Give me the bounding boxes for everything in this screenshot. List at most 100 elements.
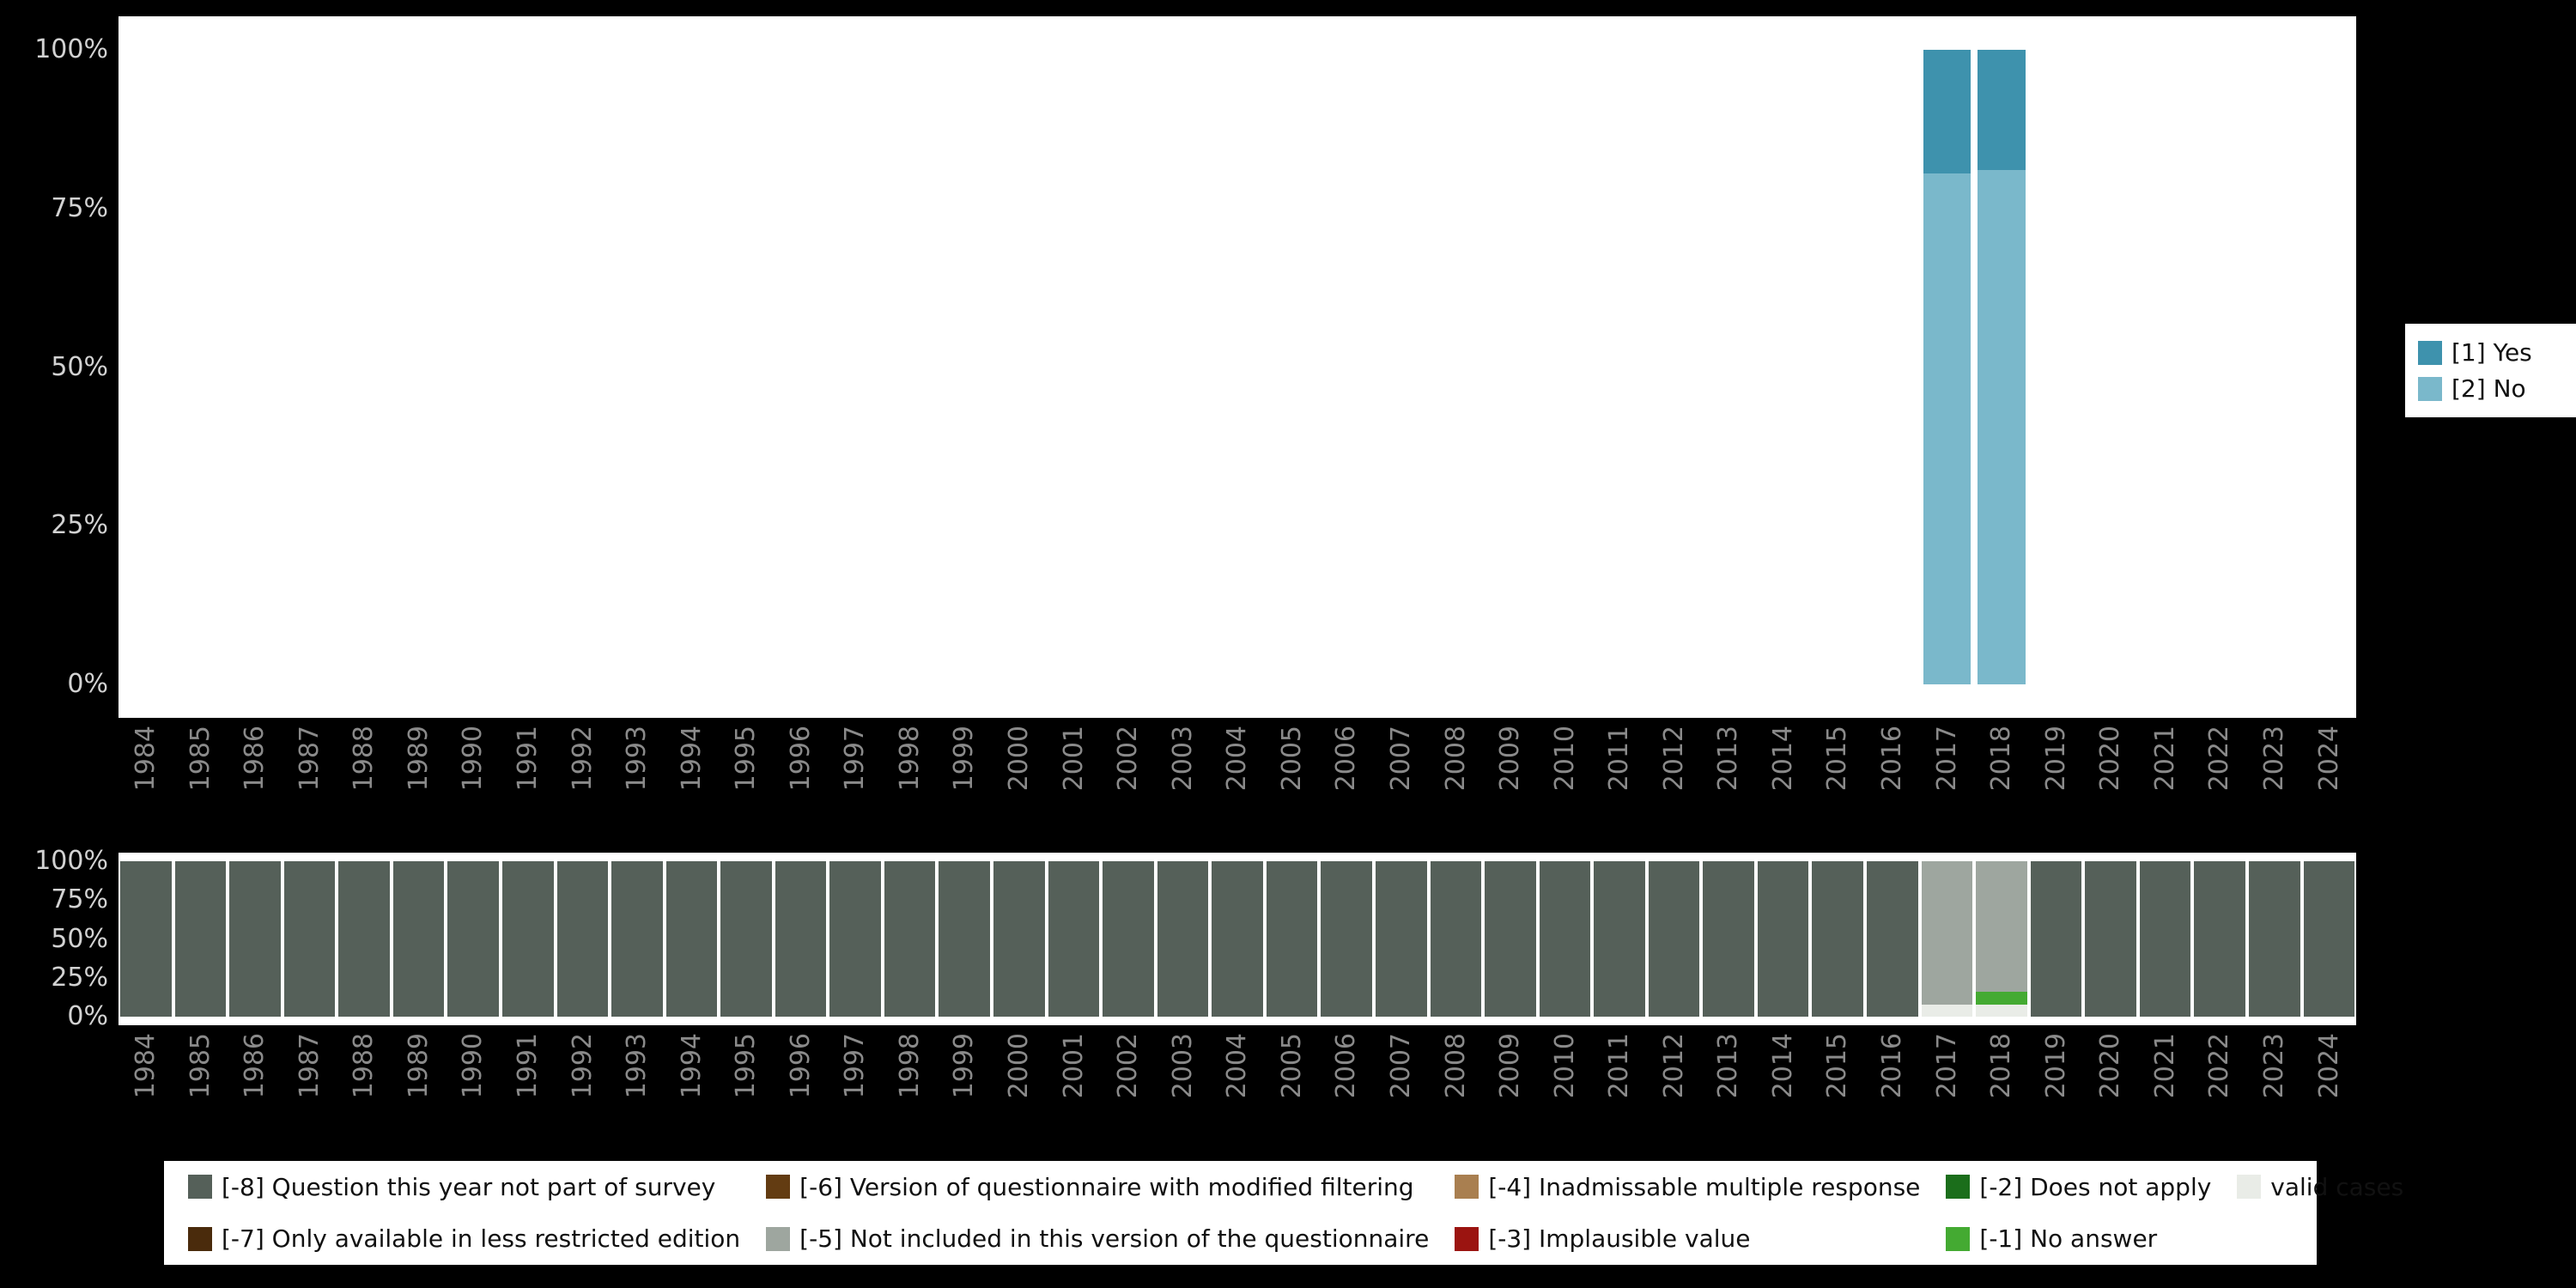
y-tick-75: 75% bbox=[51, 884, 108, 915]
bar-segment-8-question-this-year-not-part-of-survey bbox=[1212, 861, 1263, 1017]
bar-2019 bbox=[2029, 861, 2084, 1017]
bar-segment-8-question-this-year-not-part-of-survey bbox=[829, 861, 881, 1017]
legend-label: [-7] Only available in less restricted e… bbox=[222, 1224, 741, 1254]
bar-2003 bbox=[1156, 50, 1211, 684]
bar-2002 bbox=[1101, 861, 1156, 1017]
stacked-bar-1986 bbox=[229, 861, 281, 1017]
x-tick-label: 2011 bbox=[1604, 1033, 1635, 1099]
x-tick-label: 2003 bbox=[1167, 726, 1198, 792]
bar-segment-8-question-this-year-not-part-of-survey bbox=[229, 861, 281, 1017]
bar-segment-8-question-this-year-not-part-of-survey bbox=[1867, 861, 1918, 1017]
stacked-bar-2018 bbox=[1976, 861, 2027, 1017]
bar-segment-8-question-this-year-not-part-of-survey bbox=[1812, 861, 1863, 1017]
x-tick-label: 2002 bbox=[1113, 1033, 1144, 1099]
bar-2003 bbox=[1156, 861, 1211, 1017]
y-tick-0: 0% bbox=[67, 1001, 108, 1031]
x-tick-label: 2004 bbox=[1222, 1033, 1253, 1099]
x-tick-2000: 2000 bbox=[992, 726, 1047, 822]
responses-x-axis: 1984 1985 1986 1987 1988 1989 1990 1991 1992 1993… bbox=[118, 726, 2356, 822]
legend-label: [-1] No answer bbox=[1979, 1224, 2158, 1254]
bar-1996 bbox=[774, 861, 829, 1017]
bar-1997 bbox=[828, 50, 883, 684]
stacked-bar-1984 bbox=[120, 861, 172, 1017]
x-tick-label: 1986 bbox=[240, 726, 270, 792]
x-tick-2009: 2009 bbox=[1483, 726, 1538, 822]
x-tick-label: 1992 bbox=[567, 1033, 598, 1099]
x-tick-2019: 2019 bbox=[2029, 726, 2084, 822]
x-tick-1986: 1986 bbox=[228, 726, 283, 822]
x-tick-label: 1994 bbox=[676, 726, 707, 792]
bar-2007 bbox=[1374, 861, 1429, 1017]
x-tick-label: 2007 bbox=[1385, 726, 1416, 792]
x-tick-label: 2013 bbox=[1713, 1033, 1744, 1099]
x-tick-label: 2016 bbox=[1877, 726, 1908, 792]
legend-item-1-yes: [1] Yes bbox=[2418, 338, 2569, 367]
bar-segment-1-yes bbox=[1978, 50, 2026, 171]
legend-item-3-implausible-value: [-3] Implausible value bbox=[1455, 1224, 1920, 1253]
bar-1991 bbox=[501, 50, 556, 684]
stacked-bar-2009 bbox=[1485, 861, 1536, 1017]
x-tick-label: 2001 bbox=[1058, 1033, 1089, 1099]
x-tick-label: 1989 bbox=[403, 1033, 434, 1099]
bar-2005 bbox=[1265, 861, 1320, 1017]
bar-segment-8-question-this-year-not-part-of-survey bbox=[2194, 861, 2245, 1017]
legend-swatch-4-inadmissable-multiple-response bbox=[1455, 1175, 1479, 1200]
x-tick-2017: 2017 bbox=[1920, 726, 1975, 822]
bar-2004 bbox=[1210, 861, 1265, 1017]
missings-plot-area bbox=[118, 853, 2356, 1025]
x-tick-label: 1988 bbox=[349, 726, 380, 792]
x-tick-1988: 1988 bbox=[337, 1033, 392, 1129]
x-tick-label: 2009 bbox=[1495, 1033, 1526, 1099]
legend-swatch-2-no bbox=[2418, 376, 2442, 401]
bar-2009 bbox=[1483, 861, 1538, 1017]
x-tick-label: 2003 bbox=[1167, 1033, 1198, 1099]
bar-segment-8-question-this-year-not-part-of-survey bbox=[283, 861, 336, 1017]
x-tick-1991: 1991 bbox=[501, 726, 556, 822]
legend-label: [-6] Version of questionnaire with modif… bbox=[799, 1172, 1414, 1201]
stacked-bar-2017 bbox=[1921, 861, 1973, 1017]
stacked-bar-1998 bbox=[884, 861, 936, 1017]
bar-1999 bbox=[937, 861, 992, 1017]
x-tick-2001: 2001 bbox=[1047, 1033, 1102, 1129]
x-tick-1999: 1999 bbox=[937, 1033, 992, 1129]
bar-2010 bbox=[1538, 50, 1593, 684]
x-tick-label: 2018 bbox=[1986, 726, 2017, 792]
x-tick-label: 2017 bbox=[1931, 726, 1962, 792]
x-tick-1995: 1995 bbox=[719, 726, 774, 822]
bar-segment-2-no bbox=[1923, 173, 1971, 684]
bar-segment-8-question-this-year-not-part-of-survey bbox=[2303, 861, 2355, 1017]
stacked-bar-2019 bbox=[2030, 861, 2082, 1017]
bar-2011 bbox=[1592, 50, 1647, 684]
x-tick-1987: 1987 bbox=[283, 726, 337, 822]
x-tick-1997: 1997 bbox=[828, 1033, 883, 1129]
x-tick-label: 1985 bbox=[185, 1033, 216, 1099]
y-tick-50: 50% bbox=[51, 923, 108, 954]
x-tick-1988: 1988 bbox=[337, 726, 392, 822]
x-tick-2008: 2008 bbox=[1429, 726, 1484, 822]
x-tick-2024: 2024 bbox=[2302, 1033, 2357, 1129]
x-tick-1994: 1994 bbox=[665, 726, 720, 822]
x-tick-1984: 1984 bbox=[118, 1033, 173, 1129]
x-tick-2021: 2021 bbox=[2138, 726, 2193, 822]
stacked-bar-2011 bbox=[1594, 861, 1645, 1017]
y-tick-0: 0% bbox=[67, 669, 108, 699]
x-tick-1994: 1994 bbox=[665, 1033, 720, 1129]
bar-2006 bbox=[1319, 861, 1374, 1017]
x-tick-label: 2004 bbox=[1222, 726, 1253, 792]
bar-segment-8-question-this-year-not-part-of-survey bbox=[1321, 861, 1372, 1017]
bar-2008 bbox=[1429, 861, 1484, 1017]
stacked-bar-2003 bbox=[1157, 861, 1209, 1017]
bar-2011 bbox=[1592, 861, 1647, 1017]
bar-1992 bbox=[556, 50, 611, 684]
x-tick-2015: 2015 bbox=[1810, 726, 1865, 822]
x-tick-label: 2024 bbox=[2313, 726, 2344, 792]
bar-2006 bbox=[1319, 50, 1374, 684]
x-tick-2003: 2003 bbox=[1156, 726, 1211, 822]
stacked-bar-1996 bbox=[775, 861, 827, 1017]
x-tick-1998: 1998 bbox=[883, 726, 938, 822]
bar-1987 bbox=[283, 861, 337, 1017]
stacked-bar-2022 bbox=[2194, 861, 2245, 1017]
bar-2004 bbox=[1210, 50, 1265, 684]
x-tick-label: 2015 bbox=[1822, 1033, 1853, 1099]
x-tick-1992: 1992 bbox=[556, 1033, 611, 1129]
